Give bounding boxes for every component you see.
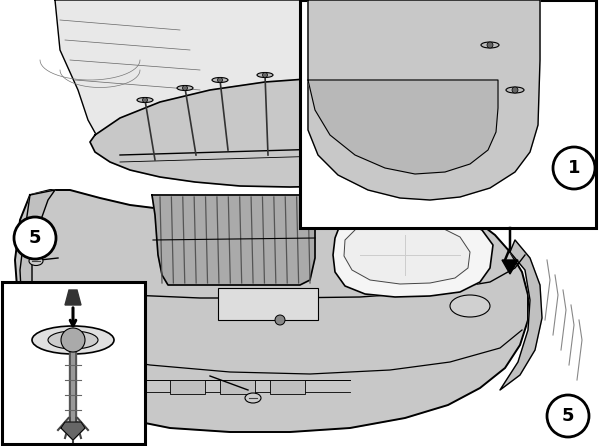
Polygon shape <box>90 78 495 187</box>
Polygon shape <box>65 290 81 305</box>
Ellipse shape <box>481 42 499 48</box>
Ellipse shape <box>32 326 114 354</box>
Polygon shape <box>344 222 470 284</box>
Polygon shape <box>152 195 315 285</box>
Ellipse shape <box>450 295 490 317</box>
Polygon shape <box>308 80 498 174</box>
Ellipse shape <box>29 256 43 265</box>
Circle shape <box>14 217 56 259</box>
Text: 5: 5 <box>562 407 574 425</box>
Polygon shape <box>61 422 85 440</box>
Circle shape <box>358 74 362 78</box>
Circle shape <box>437 94 443 99</box>
Bar <box>2 282 145 444</box>
Ellipse shape <box>392 83 408 87</box>
Circle shape <box>263 73 268 78</box>
Text: 1: 1 <box>568 159 580 177</box>
Polygon shape <box>15 190 528 432</box>
Ellipse shape <box>352 74 368 78</box>
Circle shape <box>313 70 317 74</box>
Ellipse shape <box>506 87 524 93</box>
Circle shape <box>512 87 518 93</box>
Ellipse shape <box>90 305 130 327</box>
Polygon shape <box>55 0 510 180</box>
Ellipse shape <box>48 331 98 349</box>
Circle shape <box>143 98 148 103</box>
Circle shape <box>398 83 403 87</box>
Circle shape <box>182 86 187 91</box>
Polygon shape <box>308 0 540 200</box>
Ellipse shape <box>307 70 323 74</box>
Bar <box>220 380 255 394</box>
Text: 5: 5 <box>29 229 41 247</box>
Polygon shape <box>333 210 493 297</box>
Ellipse shape <box>257 73 273 78</box>
Ellipse shape <box>212 78 228 83</box>
Polygon shape <box>500 240 542 390</box>
Bar <box>218 288 318 320</box>
Circle shape <box>275 315 285 325</box>
Ellipse shape <box>177 86 193 91</box>
Bar <box>300 0 596 228</box>
Bar <box>170 380 205 394</box>
Circle shape <box>547 395 589 437</box>
Circle shape <box>553 147 595 189</box>
Ellipse shape <box>137 98 153 103</box>
Circle shape <box>61 328 85 352</box>
Ellipse shape <box>245 393 261 403</box>
Circle shape <box>487 42 493 48</box>
Polygon shape <box>502 260 518 274</box>
Ellipse shape <box>432 94 448 99</box>
Polygon shape <box>20 190 90 408</box>
Circle shape <box>218 78 223 83</box>
Bar <box>270 380 305 394</box>
